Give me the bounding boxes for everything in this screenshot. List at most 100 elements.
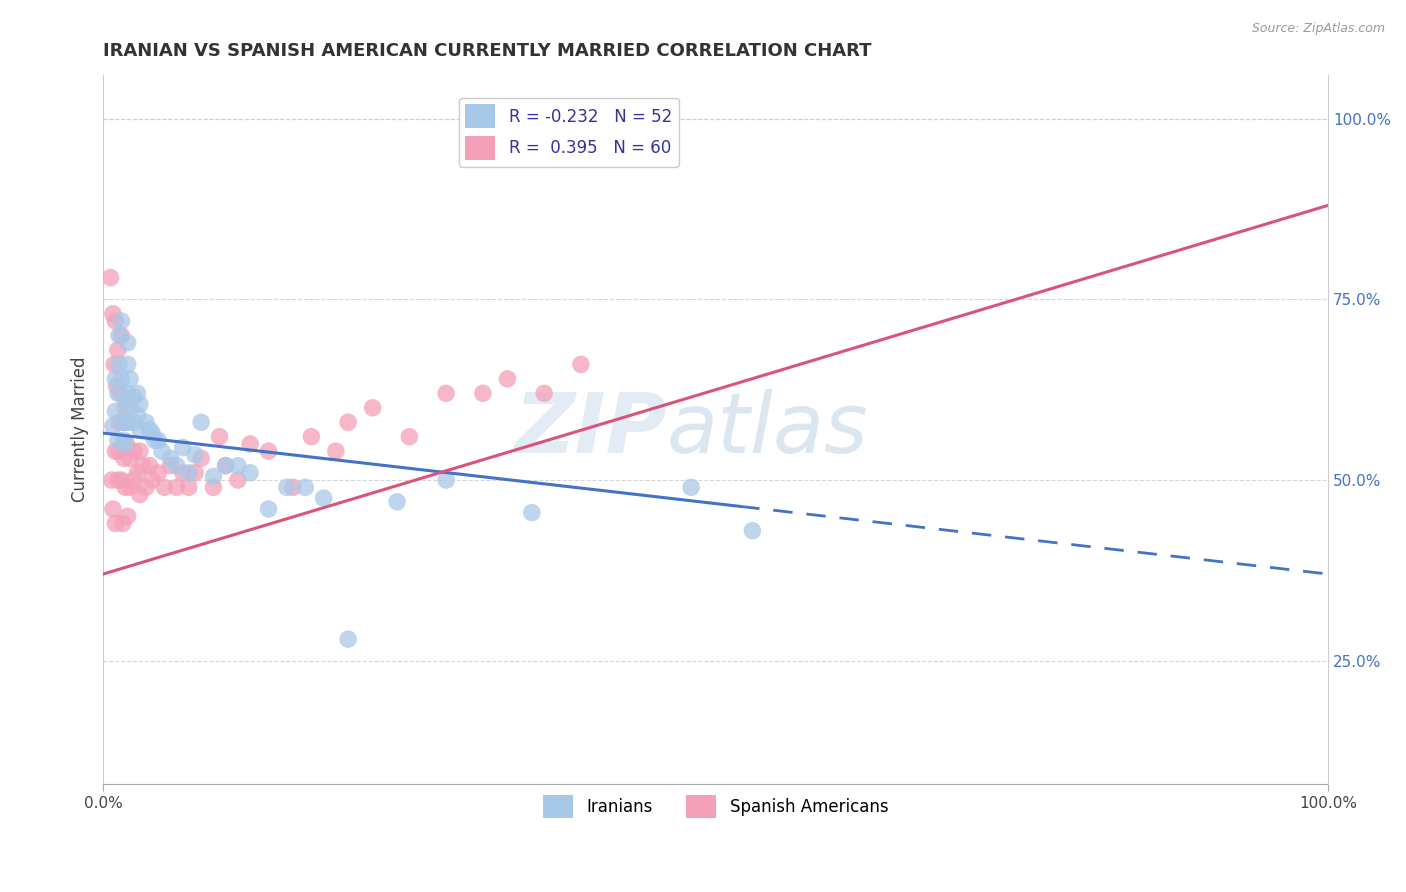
- Point: [138, 458, 160, 473]
- Point: [115, 437, 138, 451]
- Point: [127, 408, 149, 422]
- Point: [108, 444, 131, 458]
- Point: [117, 509, 139, 524]
- Point: [202, 469, 225, 483]
- Point: [107, 473, 129, 487]
- Point: [135, 480, 157, 494]
- Point: [105, 379, 128, 393]
- Point: [312, 491, 335, 505]
- Point: [117, 415, 139, 429]
- Point: [202, 480, 225, 494]
- Point: [190, 451, 212, 466]
- Point: [385, 495, 408, 509]
- Point: [110, 473, 132, 487]
- Point: [122, 415, 145, 429]
- Point: [117, 358, 139, 372]
- Point: [101, 418, 124, 433]
- Point: [114, 415, 136, 429]
- Point: [533, 386, 555, 401]
- Point: [101, 502, 124, 516]
- Text: Source: ZipAtlas.com: Source: ZipAtlas.com: [1251, 22, 1385, 36]
- Point: [107, 386, 129, 401]
- Point: [120, 372, 142, 386]
- Point: [108, 328, 131, 343]
- Point: [257, 444, 280, 458]
- Point: [138, 422, 160, 436]
- Point: [214, 458, 236, 473]
- Point: [143, 434, 166, 448]
- Point: [100, 270, 122, 285]
- Point: [520, 506, 543, 520]
- Point: [112, 415, 135, 429]
- Point: [117, 386, 139, 401]
- Point: [122, 473, 145, 487]
- Text: atlas: atlas: [666, 389, 869, 470]
- Point: [299, 430, 322, 444]
- Point: [471, 386, 494, 401]
- Point: [114, 401, 136, 415]
- Point: [281, 480, 304, 494]
- Point: [325, 444, 347, 458]
- Point: [110, 372, 132, 386]
- Point: [120, 480, 142, 494]
- Point: [337, 415, 360, 429]
- Point: [127, 466, 149, 480]
- Point: [120, 401, 142, 415]
- Point: [741, 524, 763, 538]
- Point: [148, 466, 170, 480]
- Point: [128, 444, 150, 458]
- Point: [104, 314, 127, 328]
- Point: [148, 434, 170, 448]
- Point: [101, 307, 124, 321]
- Point: [337, 632, 360, 647]
- Point: [104, 404, 127, 418]
- Point: [166, 458, 188, 473]
- Point: [104, 444, 127, 458]
- Point: [361, 401, 384, 415]
- Point: [159, 451, 181, 466]
- Point: [110, 386, 132, 401]
- Point: [434, 473, 457, 487]
- Point: [239, 466, 262, 480]
- Point: [159, 458, 181, 473]
- Point: [294, 480, 316, 494]
- Legend: Iranians, Spanish Americans: Iranians, Spanish Americans: [537, 788, 894, 825]
- Point: [184, 448, 207, 462]
- Point: [110, 328, 132, 343]
- Point: [100, 473, 122, 487]
- Point: [131, 458, 153, 473]
- Point: [104, 516, 127, 531]
- Point: [111, 516, 134, 531]
- Point: [114, 437, 136, 451]
- Point: [257, 502, 280, 516]
- Point: [108, 415, 131, 429]
- Point: [107, 434, 129, 448]
- Point: [172, 466, 194, 480]
- Point: [128, 397, 150, 411]
- Point: [141, 473, 163, 487]
- Point: [128, 487, 150, 501]
- Point: [114, 393, 136, 408]
- Point: [141, 426, 163, 441]
- Y-axis label: Currently Married: Currently Married: [72, 357, 89, 502]
- Point: [112, 451, 135, 466]
- Point: [111, 415, 134, 429]
- Point: [120, 451, 142, 466]
- Point: [276, 480, 298, 494]
- Point: [214, 458, 236, 473]
- Point: [190, 415, 212, 429]
- Point: [239, 437, 262, 451]
- Point: [150, 444, 173, 458]
- Point: [226, 473, 249, 487]
- Point: [127, 386, 149, 401]
- Point: [434, 386, 457, 401]
- Point: [114, 480, 136, 494]
- Point: [153, 480, 176, 494]
- Point: [177, 480, 200, 494]
- Point: [107, 343, 129, 357]
- Point: [112, 434, 135, 448]
- Point: [496, 372, 519, 386]
- Point: [110, 314, 132, 328]
- Point: [166, 480, 188, 494]
- Point: [681, 480, 703, 494]
